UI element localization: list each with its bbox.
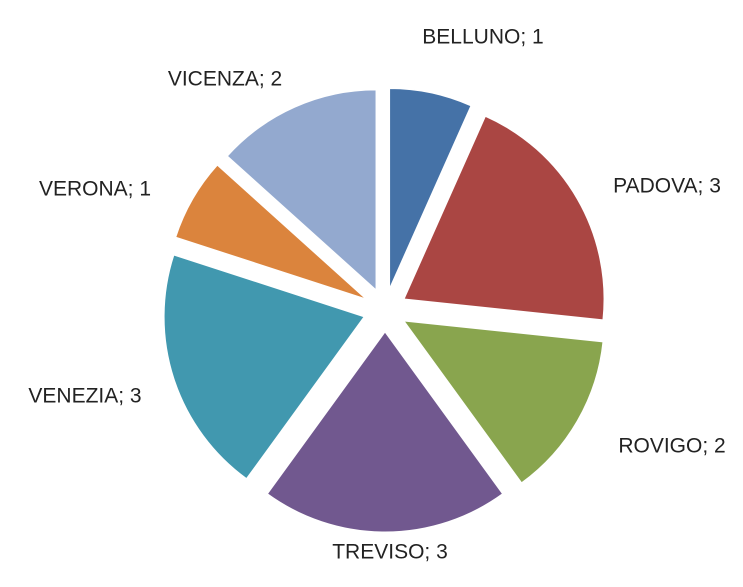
data-label: VICENZA; 2 — [168, 68, 282, 91]
data-label: PADOVA; 3 — [613, 175, 721, 198]
pie-slice — [163, 254, 365, 480]
pie-slice — [403, 115, 605, 321]
data-label: TREVISO; 3 — [332, 541, 448, 564]
data-label: VENEZIA; 3 — [28, 385, 141, 408]
data-label: BELLUNO; 1 — [422, 26, 543, 49]
pie-slice — [226, 89, 377, 292]
pie-slice — [389, 87, 472, 289]
pie-slice — [266, 331, 504, 533]
data-label: ROVIGO; 2 — [618, 435, 725, 458]
pie-slice — [175, 164, 367, 300]
pie-slice — [402, 320, 604, 484]
data-label: VERONA; 1 — [39, 178, 151, 201]
